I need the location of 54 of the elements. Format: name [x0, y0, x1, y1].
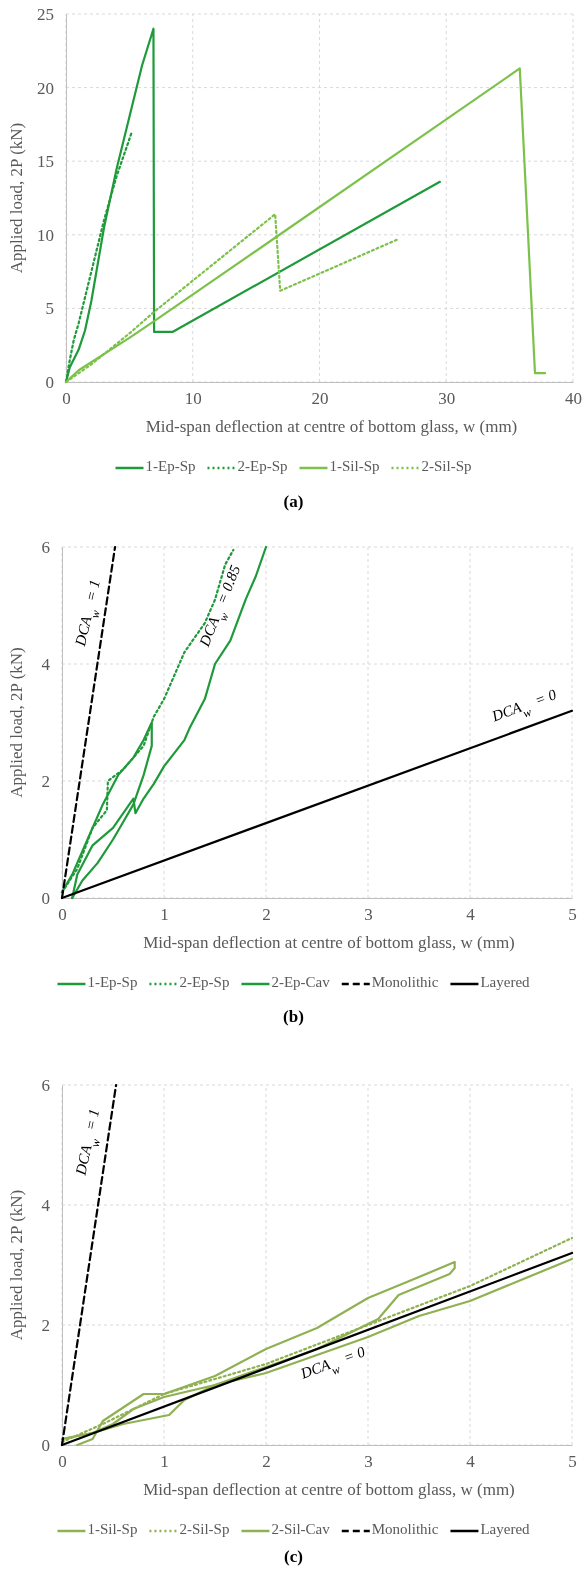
y-tick-label: 5	[45, 299, 54, 319]
x-tick-label: 3	[364, 905, 373, 925]
x-tick-label: 40	[565, 389, 582, 409]
legend-label: 2-Ep-Sp	[179, 974, 230, 991]
y-tick-label: 0	[45, 372, 54, 392]
x-tick-label: 0	[58, 1452, 67, 1472]
x-axis-title: Mid-span deflection at centre of bottom glass, w (mm)	[145, 417, 518, 436]
y-tick-label: 0	[41, 888, 50, 908]
x-tick-label: 5	[568, 1452, 577, 1472]
y-tick-label: 20	[37, 78, 54, 98]
legend-label: Layered	[480, 1521, 531, 1538]
y-tick-label: 0	[41, 1435, 50, 1455]
y-tick-label: 6	[41, 1075, 50, 1095]
x-tick-label: 2	[262, 905, 271, 925]
y-tick-label: 4	[41, 1195, 51, 1215]
x-tick-label: 0	[58, 905, 67, 925]
y-tick-label: 25	[37, 4, 54, 24]
text: (c)	[284, 1547, 303, 1566]
x-tick-label: 20	[311, 389, 329, 409]
legend-label: 2-Sil-Sp	[179, 1521, 230, 1538]
x-tick-label: 1	[160, 1452, 169, 1472]
x-axis-title: Mid-span deflection at centre of bottom glass, w (mm)	[143, 933, 515, 952]
y-axis-title: Applied load, 2P (kN)	[7, 1189, 26, 1341]
legend-label: Layered	[480, 974, 531, 991]
y-tick-label: 2	[41, 1315, 50, 1335]
legend-label: 1-Sil-Sp	[329, 458, 380, 475]
x-tick-label: 10	[184, 389, 202, 409]
legend-label: Monolithic	[371, 974, 439, 991]
legend-label: 2-Sil-Cav	[271, 1521, 331, 1538]
legend-label: 1-Ep-Sp	[145, 458, 196, 475]
x-tick-label: 2	[262, 1452, 271, 1472]
x-tick-label: 4	[466, 905, 476, 925]
x-tick-label: 1	[160, 905, 169, 925]
y-axis-title: Applied load, 2P (kN)	[7, 122, 26, 274]
y-tick-label: 2	[41, 771, 50, 791]
legend-label: 2-Ep-Cav	[271, 974, 331, 991]
y-tick-label: 10	[37, 225, 54, 245]
legend-label: 1-Sil-Sp	[87, 1521, 138, 1538]
x-tick-label: 4	[466, 1452, 476, 1472]
text: (a)	[283, 492, 304, 511]
y-tick-label: 6	[41, 537, 50, 557]
legend-label: 2-Sil-Sp	[421, 458, 472, 475]
x-tick-label: 0	[62, 389, 71, 409]
legend-label: Monolithic	[371, 1521, 439, 1538]
legend-label: 1-Ep-Sp	[87, 974, 138, 991]
x-tick-label: 3	[364, 1452, 373, 1472]
x-axis-title: Mid-span deflection at centre of bottom glass, w (mm)	[143, 1480, 515, 1499]
y-tick-label: 15	[37, 152, 54, 172]
x-tick-label: 30	[438, 389, 456, 409]
x-tick-label: 5	[568, 905, 577, 925]
y-tick-label: 4	[41, 654, 51, 674]
text: (b)	[283, 1007, 304, 1026]
y-axis-title: Applied load, 2P (kN)	[7, 647, 26, 798]
legend-label: 2-Ep-Sp	[237, 458, 288, 475]
